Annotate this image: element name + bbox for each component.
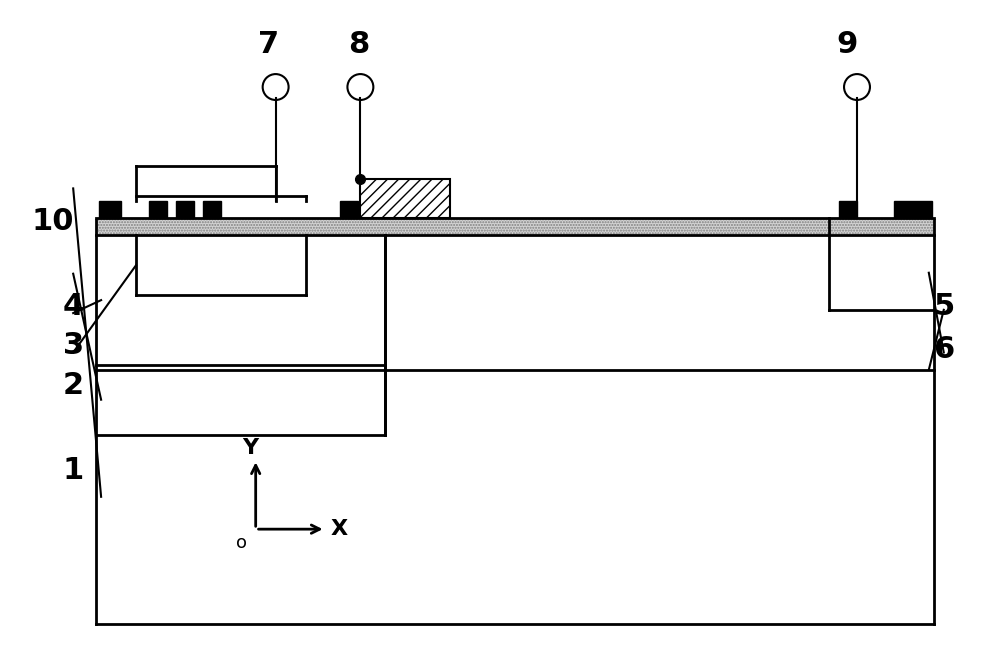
Text: 10: 10 [32, 207, 74, 236]
Bar [360, 179, 450, 219]
Text: 6: 6 [933, 335, 954, 364]
Text: o: o [236, 534, 247, 552]
Text: 1: 1 [63, 456, 84, 485]
Text: 5: 5 [933, 292, 954, 321]
Bar [894, 200, 932, 219]
Bar [149, 200, 167, 219]
Text: 2: 2 [63, 371, 84, 400]
Bar [340, 200, 358, 219]
Bar [839, 200, 857, 219]
Bar [99, 200, 121, 219]
Text: X: X [331, 519, 348, 539]
Text: 3: 3 [63, 331, 84, 360]
Text: 8: 8 [348, 30, 369, 59]
Text: Y: Y [243, 438, 259, 457]
Text: 7: 7 [258, 30, 279, 59]
Bar [203, 200, 221, 219]
Text: 4: 4 [63, 292, 84, 321]
Bar [96, 219, 934, 235]
Text: 9: 9 [836, 30, 858, 59]
Bar [176, 200, 194, 219]
